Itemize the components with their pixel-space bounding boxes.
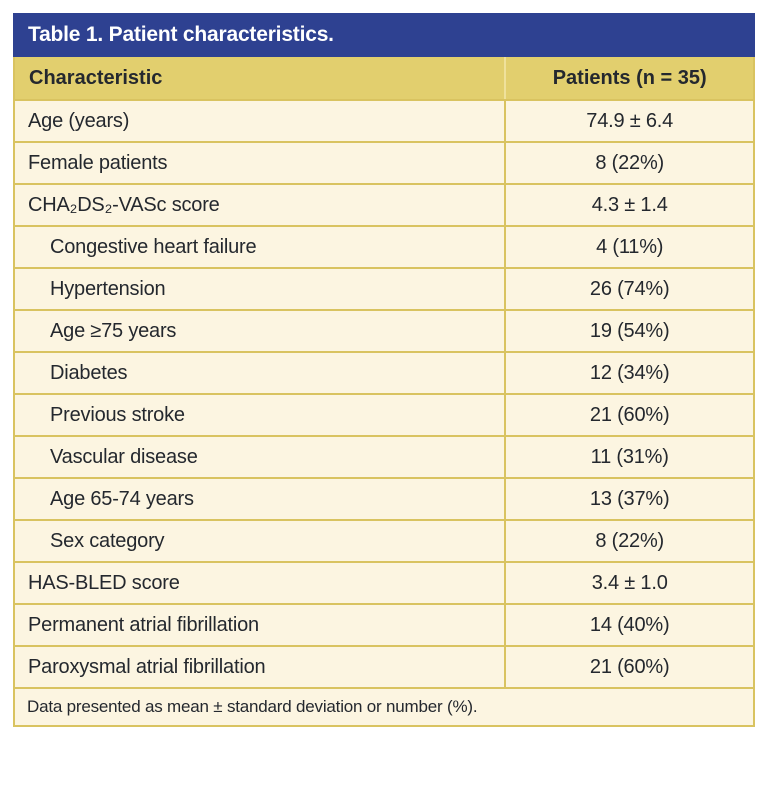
table-row: Hypertension 26 (74%) [14,268,754,311]
row-value: 14 (40%) [504,604,754,647]
row-label: Age 65-74 years [14,478,506,521]
patient-characteristics-table: Table 1. Patient characteristics. Charac… [13,13,755,727]
table-footnote: Data presented as mean ± standard deviat… [14,688,754,726]
row-label: Hypertension [14,268,506,311]
table-row: Congestive heart failure 4 (11%) [14,226,754,269]
row-label: Age (years) [14,100,506,143]
footnote-row: Data presented as mean ± standard deviat… [14,688,754,726]
table-row: Diabetes 12 (34%) [14,352,754,395]
row-label: Paroxysmal atrial fibrillation [14,646,506,689]
data-table: Characteristic Patients (n = 35) Age (ye… [13,57,755,727]
row-label: Congestive heart failure [14,226,506,269]
table-title: Table 1. Patient characteristics. [13,13,755,57]
row-value: 4.3 ± 1.4 [504,184,754,227]
table-row: Age (years) 74.9 ± 6.4 [14,100,754,143]
table-row: Age ≥75 years 19 (54%) [14,310,754,353]
row-label: Vascular disease [14,436,506,479]
row-label: Female patients [14,142,506,185]
column-header-patients: Patients (n = 35) [504,57,754,101]
row-label: Previous stroke [14,394,506,437]
row-label: CHA₂DS₂-VASc score [14,184,506,227]
row-label: Permanent atrial fibrillation [14,604,506,647]
column-header-characteristic: Characteristic [14,57,506,101]
row-value: 19 (54%) [504,310,754,353]
row-value: 12 (34%) [504,352,754,395]
table-row: Permanent atrial fibrillation 14 (40%) [14,604,754,647]
row-value: 3.4 ± 1.0 [504,562,754,605]
table-row: Female patients 8 (22%) [14,142,754,185]
table-row: Age 65-74 years 13 (37%) [14,478,754,521]
row-value: 26 (74%) [504,268,754,311]
row-label: HAS-BLED score [14,562,506,605]
row-value: 8 (22%) [504,520,754,563]
table-row: Vascular disease 11 (31%) [14,436,754,479]
table-row: CHA₂DS₂-VASc score 4.3 ± 1.4 [14,184,754,227]
row-label: Sex category [14,520,506,563]
header-row: Characteristic Patients (n = 35) [14,57,754,101]
row-value: 13 (37%) [504,478,754,521]
table-row: Sex category 8 (22%) [14,520,754,563]
table-body: Age (years) 74.9 ± 6.4 Female patients 8 (2… [14,100,754,689]
row-value: 74.9 ± 6.4 [504,100,754,143]
table-row: Paroxysmal atrial fibrillation 21 (60%) [14,646,754,689]
row-value: 21 (60%) [504,394,754,437]
row-value: 11 (31%) [504,436,754,479]
row-value: 4 (11%) [504,226,754,269]
row-value: 21 (60%) [504,646,754,689]
row-value: 8 (22%) [504,142,754,185]
row-label: Diabetes [14,352,506,395]
table-row: Previous stroke 21 (60%) [14,394,754,437]
table-row: HAS-BLED score 3.4 ± 1.0 [14,562,754,605]
row-label: Age ≥75 years [14,310,506,353]
